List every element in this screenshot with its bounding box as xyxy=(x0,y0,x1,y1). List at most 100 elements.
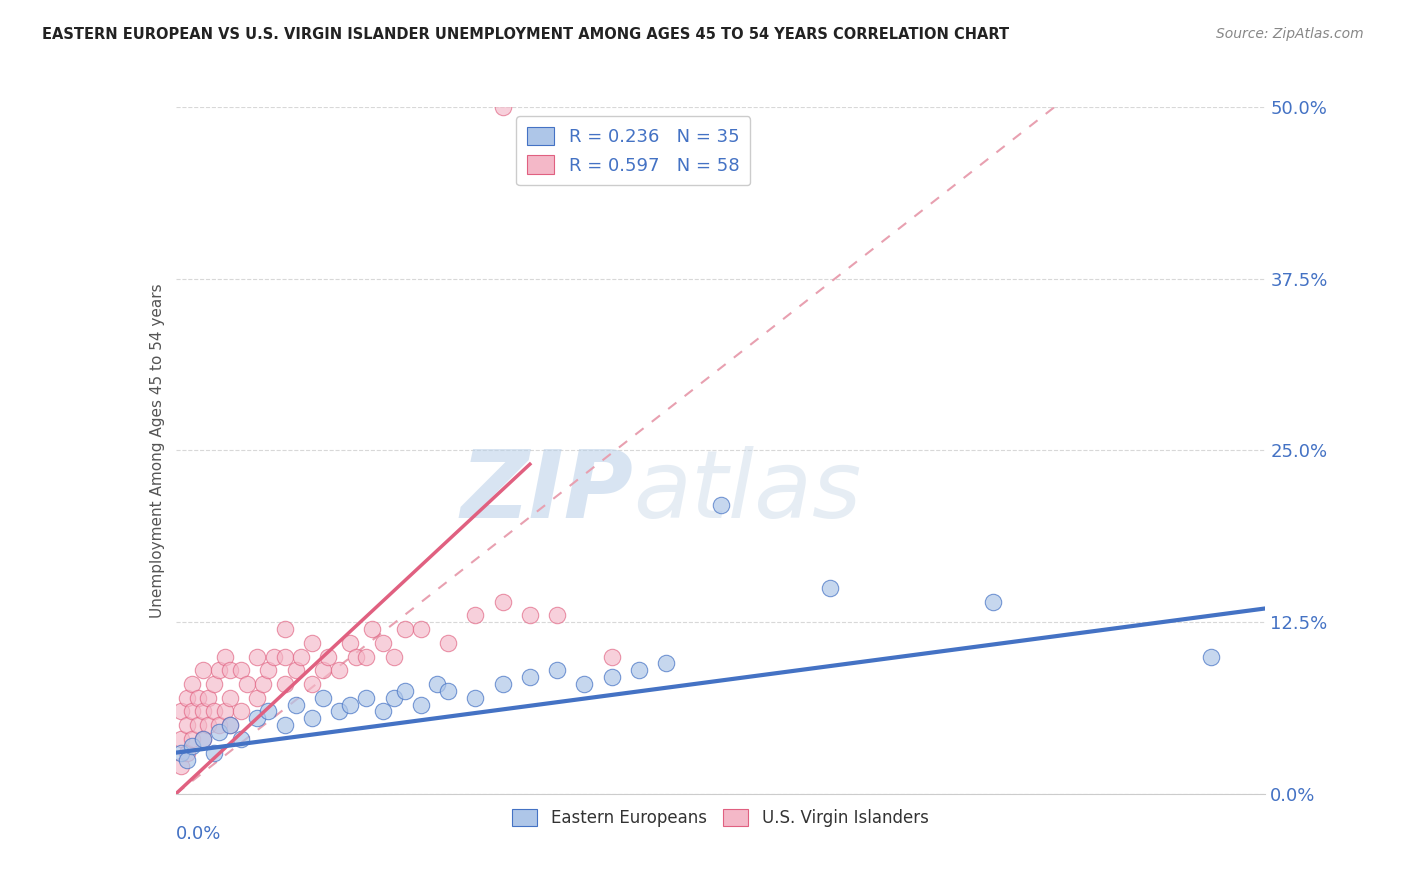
Text: Source: ZipAtlas.com: Source: ZipAtlas.com xyxy=(1216,27,1364,41)
Point xyxy=(318,649,340,664)
Point xyxy=(202,677,225,691)
Point xyxy=(710,499,733,513)
Point xyxy=(360,622,382,636)
Point xyxy=(231,663,253,677)
Point xyxy=(181,705,204,719)
Point xyxy=(339,698,361,712)
Point xyxy=(600,649,623,664)
Point xyxy=(202,705,225,719)
Point xyxy=(246,649,269,664)
Point xyxy=(1199,649,1222,664)
Point xyxy=(176,718,198,732)
Point xyxy=(257,705,280,719)
Point xyxy=(170,705,193,719)
Point xyxy=(371,636,394,650)
Point xyxy=(394,683,416,698)
Point xyxy=(981,594,1004,608)
Point xyxy=(426,677,449,691)
Point xyxy=(231,731,253,746)
Point xyxy=(519,670,541,684)
Point xyxy=(246,690,269,705)
Point xyxy=(191,663,214,677)
Point xyxy=(170,746,193,760)
Point xyxy=(409,622,432,636)
Point xyxy=(246,711,269,725)
Point xyxy=(263,649,285,664)
Point xyxy=(382,690,405,705)
Point xyxy=(191,731,214,746)
Point xyxy=(252,677,274,691)
Point xyxy=(176,690,198,705)
Point xyxy=(257,663,280,677)
Point xyxy=(231,705,253,719)
Point xyxy=(290,649,312,664)
Point xyxy=(202,746,225,760)
Point xyxy=(627,663,650,677)
Point xyxy=(437,683,460,698)
Point xyxy=(186,690,209,705)
Point xyxy=(219,718,242,732)
Point xyxy=(356,690,378,705)
Point xyxy=(301,677,323,691)
Point xyxy=(409,698,432,712)
Point xyxy=(382,649,405,664)
Point xyxy=(186,718,209,732)
Legend: Eastern Europeans, U.S. Virgin Islanders: Eastern Europeans, U.S. Virgin Islanders xyxy=(506,802,935,834)
Point xyxy=(818,581,841,595)
Point xyxy=(574,677,596,691)
Point xyxy=(170,759,193,773)
Point xyxy=(356,649,378,664)
Point xyxy=(328,663,350,677)
Point xyxy=(371,705,394,719)
Point xyxy=(274,649,297,664)
Point xyxy=(464,690,486,705)
Point xyxy=(208,718,231,732)
Point xyxy=(197,690,219,705)
Point xyxy=(219,718,242,732)
Point xyxy=(235,677,257,691)
Point xyxy=(208,725,231,739)
Point xyxy=(655,657,678,671)
Point xyxy=(301,711,323,725)
Point xyxy=(546,663,568,677)
Point xyxy=(312,663,335,677)
Text: 0.0%: 0.0% xyxy=(176,825,221,843)
Point xyxy=(181,739,204,753)
Point xyxy=(437,636,460,650)
Point xyxy=(208,663,231,677)
Point xyxy=(219,663,242,677)
Point xyxy=(492,677,515,691)
Text: EASTERN EUROPEAN VS U.S. VIRGIN ISLANDER UNEMPLOYMENT AMONG AGES 45 TO 54 YEARS : EASTERN EUROPEAN VS U.S. VIRGIN ISLANDER… xyxy=(42,27,1010,42)
Point xyxy=(546,608,568,623)
Point xyxy=(284,698,307,712)
Point xyxy=(519,608,541,623)
Point xyxy=(214,649,236,664)
Point xyxy=(394,622,416,636)
Point xyxy=(492,594,515,608)
Point xyxy=(312,690,335,705)
Point xyxy=(274,718,297,732)
Text: ZIP: ZIP xyxy=(461,446,633,538)
Point xyxy=(191,705,214,719)
Point xyxy=(301,636,323,650)
Point xyxy=(274,622,297,636)
Point xyxy=(191,731,214,746)
Y-axis label: Unemployment Among Ages 45 to 54 years: Unemployment Among Ages 45 to 54 years xyxy=(149,283,165,618)
Point xyxy=(274,677,297,691)
Point xyxy=(492,100,515,114)
Point xyxy=(464,608,486,623)
Point xyxy=(176,753,198,767)
Point xyxy=(197,718,219,732)
Point xyxy=(339,636,361,650)
Point xyxy=(600,670,623,684)
Point xyxy=(219,690,242,705)
Point xyxy=(344,649,367,664)
Point xyxy=(176,746,198,760)
Point xyxy=(181,677,204,691)
Point xyxy=(181,731,204,746)
Text: atlas: atlas xyxy=(633,446,862,537)
Point xyxy=(328,705,350,719)
Point xyxy=(214,705,236,719)
Point xyxy=(170,731,193,746)
Point xyxy=(284,663,307,677)
